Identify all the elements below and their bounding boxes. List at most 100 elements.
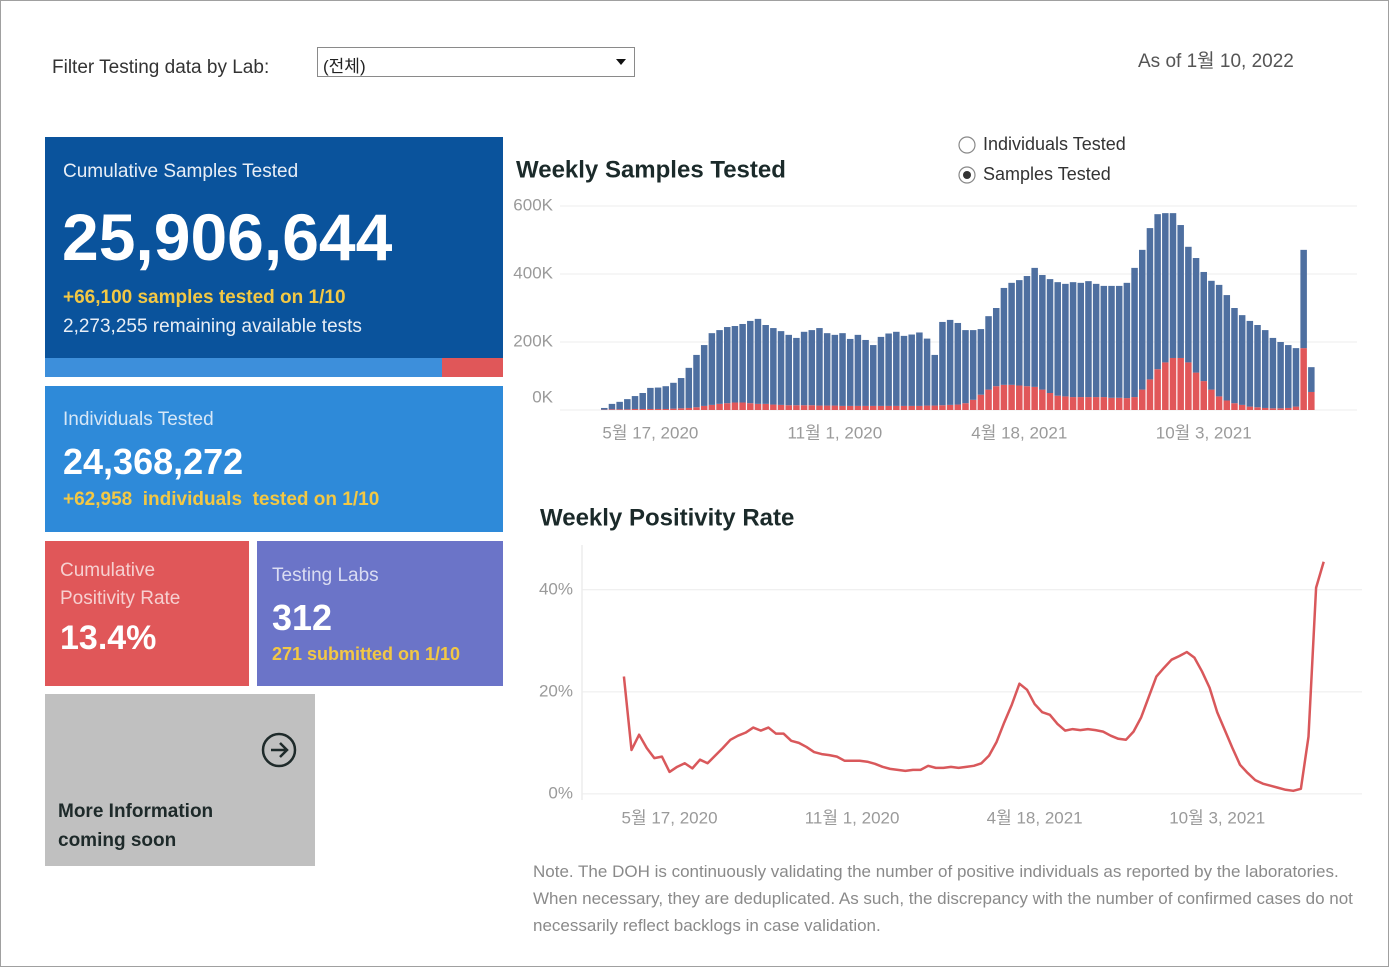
bar-segment bbox=[1077, 282, 1085, 398]
bar-segment bbox=[1046, 279, 1054, 393]
bar-segment bbox=[816, 405, 823, 410]
bar-segment bbox=[1223, 295, 1231, 401]
bar-segment bbox=[1031, 267, 1038, 387]
bar-segment bbox=[931, 405, 938, 410]
bar-segment bbox=[731, 402, 739, 410]
bar-segment bbox=[1100, 285, 1108, 398]
bar-segment bbox=[1261, 407, 1269, 410]
bar-segment bbox=[1131, 397, 1138, 410]
bar-segment bbox=[1016, 385, 1023, 410]
bar-segment bbox=[823, 333, 831, 406]
bar-segment bbox=[846, 405, 854, 410]
bar-segment bbox=[708, 404, 716, 410]
more-info-line: coming soon bbox=[58, 830, 177, 851]
dropdown-value: (전체) bbox=[323, 57, 366, 76]
bar-segment bbox=[662, 386, 670, 409]
y-tick-label: 600K bbox=[513, 195, 553, 214]
bar-segment bbox=[908, 405, 915, 410]
bar-segment bbox=[1185, 362, 1192, 410]
bar-segment bbox=[893, 331, 900, 406]
x-tick-label: 10월 3, 2021 bbox=[1169, 808, 1265, 827]
line bbox=[622, 561, 1325, 793]
bar-segment bbox=[785, 405, 792, 410]
filter-label: Filter Testing data by Lab: bbox=[52, 57, 270, 78]
more-info-line: More Information bbox=[58, 801, 214, 822]
y-tick-label: 0K bbox=[532, 387, 553, 406]
bar-segment bbox=[731, 326, 739, 403]
lab-dropdown[interactable]: (전체) bbox=[317, 47, 635, 77]
bar-segment bbox=[1177, 357, 1184, 410]
note: Note. The DOH is continuously validating… bbox=[533, 862, 1353, 935]
bar-segment bbox=[1069, 397, 1077, 410]
bar-segment bbox=[1231, 308, 1238, 404]
bar-segment bbox=[923, 338, 931, 406]
y-tick-label: 40% bbox=[539, 579, 573, 598]
bar-segment bbox=[1123, 282, 1131, 399]
bar-segment bbox=[608, 403, 616, 410]
bar-segment bbox=[1185, 246, 1192, 363]
bar-segment bbox=[1000, 384, 1008, 410]
bar-segment bbox=[670, 408, 677, 410]
radio-option[interactable]: Samples Tested bbox=[958, 164, 1111, 184]
bar-segment bbox=[770, 328, 777, 405]
bar-segment bbox=[962, 330, 969, 404]
bar-segment bbox=[946, 404, 954, 410]
x-tick-label: 11월 1, 2020 bbox=[787, 423, 882, 442]
bar-segment bbox=[700, 405, 708, 410]
usage-bar-used bbox=[45, 358, 442, 377]
bar-segment bbox=[962, 403, 969, 410]
bar-segment bbox=[1023, 386, 1031, 410]
bar-segment bbox=[1062, 396, 1069, 410]
bar-segment bbox=[900, 335, 908, 406]
bar-segment bbox=[716, 403, 723, 410]
bar-segment bbox=[1108, 397, 1115, 410]
bar-segment bbox=[739, 323, 746, 403]
more-info-card[interactable]: More Information coming soon bbox=[45, 694, 315, 866]
x-tick-label: 5월 17, 2020 bbox=[602, 423, 698, 442]
x-tick-label: 11월 1, 2020 bbox=[805, 808, 900, 827]
bar-segment bbox=[1300, 348, 1307, 410]
radio-circle bbox=[958, 136, 976, 154]
bar-segment bbox=[1208, 280, 1215, 390]
bar-segment bbox=[1192, 258, 1200, 373]
bar-segment bbox=[1146, 379, 1154, 410]
individuals-card: Individuals Tested 24,368,272 +62,958 in… bbox=[45, 386, 503, 532]
bar-segment bbox=[1046, 393, 1054, 410]
bar-segment bbox=[677, 378, 685, 409]
bar-segment bbox=[693, 407, 700, 410]
card-delta: 271 submitted on 1/10 bbox=[272, 644, 461, 664]
bar-segment bbox=[1269, 408, 1277, 410]
x-tick-label: 4월 18, 2021 bbox=[971, 423, 1067, 442]
bar-segment bbox=[616, 401, 623, 410]
bar-segment bbox=[1031, 386, 1038, 410]
card-title: Individuals Tested bbox=[63, 409, 214, 430]
bar-segment bbox=[1085, 281, 1092, 398]
bar-segment bbox=[793, 337, 800, 406]
bar-segment bbox=[923, 405, 931, 410]
y-tick-label: 200K bbox=[513, 331, 553, 350]
bar-segment bbox=[1200, 271, 1207, 382]
bar-segment bbox=[616, 409, 623, 410]
bar-segment bbox=[1162, 213, 1169, 363]
bar-segment bbox=[700, 345, 708, 406]
bar-segment bbox=[1308, 367, 1315, 392]
radio-label: Individuals Tested bbox=[983, 134, 1126, 154]
chart-title: Weekly Samples Tested bbox=[516, 156, 786, 183]
bar-segment bbox=[1092, 283, 1100, 398]
bar-segment bbox=[877, 336, 885, 406]
bar-segment bbox=[1192, 372, 1200, 410]
bar-segment bbox=[654, 387, 662, 409]
bar-segment bbox=[1215, 396, 1223, 410]
bar-segment bbox=[747, 320, 754, 404]
bar-segment bbox=[1269, 337, 1277, 409]
bar-segment bbox=[800, 331, 808, 406]
bar-segment bbox=[693, 354, 700, 408]
bar-segment bbox=[862, 405, 869, 410]
bar-segment bbox=[885, 405, 892, 410]
radio-option[interactable]: Individuals Tested bbox=[958, 134, 1126, 154]
bar-segment bbox=[969, 399, 977, 410]
bar-segment bbox=[662, 408, 670, 410]
bar-segment bbox=[1016, 280, 1023, 386]
bar-segment bbox=[839, 405, 846, 410]
